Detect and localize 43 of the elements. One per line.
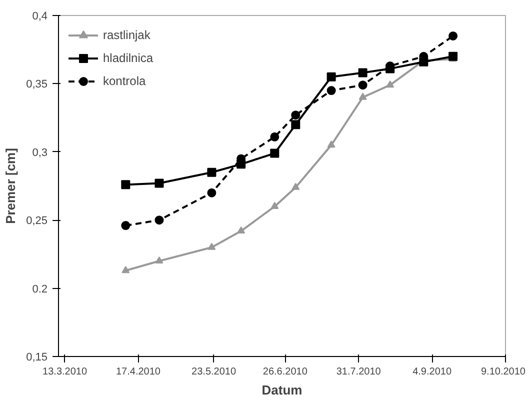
point [326, 86, 336, 96]
x-tick-label: 13.3.2010 [42, 366, 88, 378]
point [386, 80, 394, 88]
point [358, 92, 367, 100]
y-tick-label: 0,3 [32, 146, 48, 159]
y-tick-label: 0,25 [26, 215, 48, 228]
y-tick-label: 0,15 [26, 352, 48, 364]
point [327, 140, 336, 148]
point [207, 188, 216, 198]
point [208, 242, 216, 250]
legend-label: rastlinjak [103, 28, 150, 42]
point [291, 120, 300, 130]
point [154, 216, 164, 225]
x-tick-label: 26.6.2010 [262, 366, 308, 378]
x-axis-title: Datum [262, 382, 302, 398]
x-tick-label: 23.5.2010 [192, 366, 236, 378]
x-tick-label: 17.4.2010 [116, 366, 161, 378]
point [448, 31, 458, 40]
point [207, 168, 216, 177]
point [155, 256, 164, 264]
x-tick-label: 31.7.2010 [336, 366, 382, 378]
point [291, 110, 300, 120]
point [270, 132, 280, 142]
point [237, 226, 246, 234]
y-tick-label: 0,4 [32, 10, 48, 22]
point [358, 80, 368, 90]
point [122, 266, 130, 274]
point [121, 180, 130, 190]
point [121, 221, 130, 230]
point [448, 52, 458, 61]
point [270, 148, 280, 158]
point [154, 178, 164, 188]
point [270, 202, 279, 209]
y-tick-label: 0.2 [32, 283, 48, 296]
legend-label: kontrola [103, 74, 146, 88]
point [358, 68, 368, 78]
x-tick-label: 4.9.2010 [412, 366, 452, 378]
point [326, 72, 336, 82]
x-tick-label: 9.10.2010 [481, 366, 526, 378]
legend-label: hladilnica [103, 51, 154, 65]
y-tick-label: 0,35 [26, 78, 48, 91]
y-axis-title: Premer [cm] [3, 148, 18, 224]
point [292, 182, 300, 190]
